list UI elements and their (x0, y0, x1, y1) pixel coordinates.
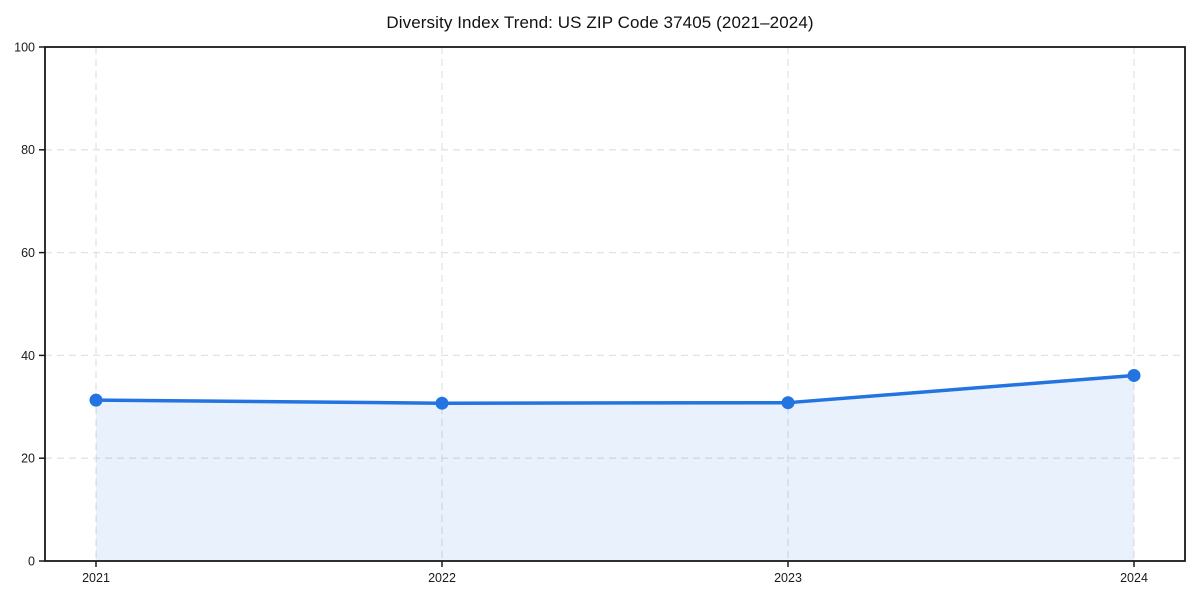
y-tick-label: 0 (28, 554, 35, 568)
y-tick-label: 80 (21, 143, 35, 157)
y-tick-label: 60 (21, 246, 35, 260)
chart-title: Diversity Index Trend: US ZIP Code 37405… (386, 13, 814, 32)
area-fill (96, 375, 1134, 561)
x-tick-label: 2024 (1120, 571, 1148, 585)
x-tick-label: 2021 (82, 571, 110, 585)
y-tick-label: 100 (14, 40, 35, 54)
data-point-marker (1127, 368, 1141, 382)
plot-frame (44, 46, 1186, 562)
trend-line (94, 373, 1136, 405)
y-tick-label: 40 (21, 349, 35, 363)
data-point-marker (781, 396, 795, 410)
x-tick-label: 2023 (774, 571, 802, 585)
y-tick-label: 20 (21, 452, 35, 466)
data-point-marker (435, 396, 449, 410)
x-tick-label: 2022 (428, 571, 456, 585)
data-point-marker (89, 393, 103, 407)
